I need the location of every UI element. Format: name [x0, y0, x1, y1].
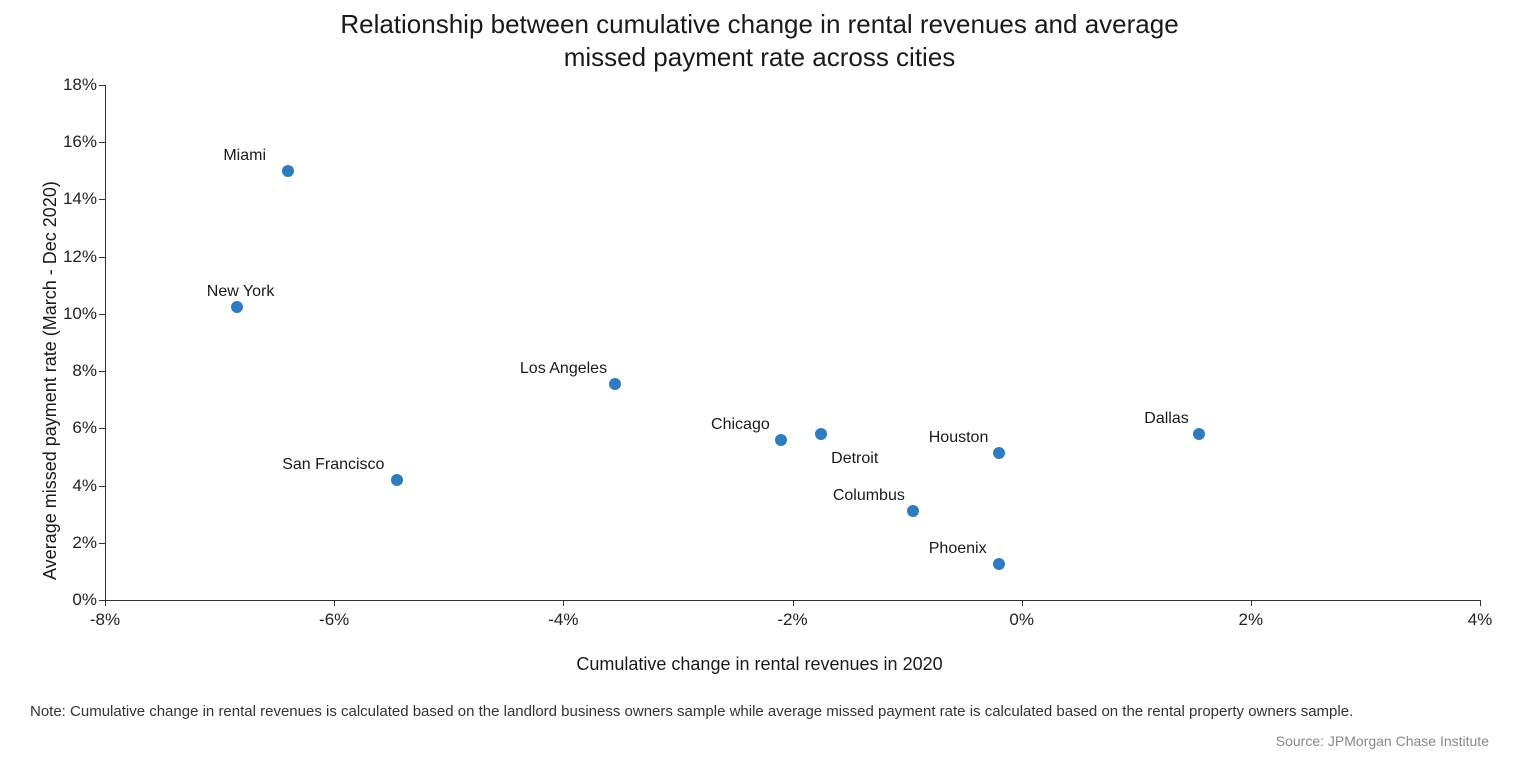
data-point-label: San Francisco — [282, 456, 384, 474]
y-tick — [99, 486, 105, 487]
data-point-label: Los Angeles — [520, 360, 607, 378]
data-point — [815, 428, 827, 440]
data-point — [1193, 428, 1205, 440]
x-tick-label: -2% — [777, 610, 807, 630]
x-tick — [334, 600, 335, 606]
data-point — [282, 165, 294, 177]
y-tick-label: 6% — [57, 418, 97, 438]
y-tick — [99, 314, 105, 315]
x-tick — [1251, 600, 1252, 606]
x-tick — [105, 600, 106, 606]
data-point-label: Dallas — [1144, 410, 1188, 428]
data-point — [907, 505, 919, 517]
y-tick-label: 4% — [57, 476, 97, 496]
y-tick-label: 2% — [57, 533, 97, 553]
y-tick — [99, 199, 105, 200]
x-tick — [1480, 600, 1481, 606]
y-tick — [99, 142, 105, 143]
data-point-label: Chicago — [711, 416, 770, 434]
x-tick — [563, 600, 564, 606]
chart-note: Note: Cumulative change in rental revenu… — [30, 702, 1489, 722]
y-axis-line — [105, 85, 106, 600]
y-tick — [99, 543, 105, 544]
x-tick-label: 4% — [1468, 610, 1493, 630]
y-tick-label: 8% — [57, 361, 97, 381]
x-tick-label: 2% — [1239, 610, 1264, 630]
x-tick — [1022, 600, 1023, 606]
chart-title: Relationship between cumulative change i… — [0, 8, 1519, 73]
y-tick-label: 14% — [57, 189, 97, 209]
data-point-label: Houston — [929, 429, 989, 447]
y-tick-label: 18% — [57, 75, 97, 95]
x-tick-label: 0% — [1009, 610, 1034, 630]
plot-area: 0%2%4%6%8%10%12%14%16%18%-8%-6%-4%-2%0%2… — [105, 85, 1480, 600]
data-point-label: Detroit — [831, 450, 878, 468]
y-tick — [99, 371, 105, 372]
data-point — [993, 447, 1005, 459]
y-tick-label: 12% — [57, 247, 97, 267]
y-tick-label: 16% — [57, 132, 97, 152]
y-tick-label: 0% — [57, 590, 97, 610]
x-tick-label: -4% — [548, 610, 578, 630]
data-point-label: New York — [207, 283, 275, 301]
data-point — [609, 378, 621, 390]
data-point-label: Columbus — [833, 487, 905, 505]
y-tick — [99, 257, 105, 258]
data-point — [775, 434, 787, 446]
data-point — [231, 301, 243, 313]
x-tick-label: -8% — [90, 610, 120, 630]
scatter-chart: Relationship between cumulative change i… — [0, 0, 1519, 757]
x-tick — [793, 600, 794, 606]
data-point — [993, 558, 1005, 570]
x-tick-label: -6% — [319, 610, 349, 630]
data-point — [391, 474, 403, 486]
data-point-label: Phoenix — [929, 540, 987, 558]
y-tick-label: 10% — [57, 304, 97, 324]
y-tick — [99, 85, 105, 86]
x-axis-label: Cumulative change in rental revenues in … — [0, 654, 1519, 675]
data-point-label: Miami — [223, 147, 266, 165]
y-tick — [99, 428, 105, 429]
chart-source: Source: JPMorgan Chase Institute — [1276, 733, 1489, 749]
